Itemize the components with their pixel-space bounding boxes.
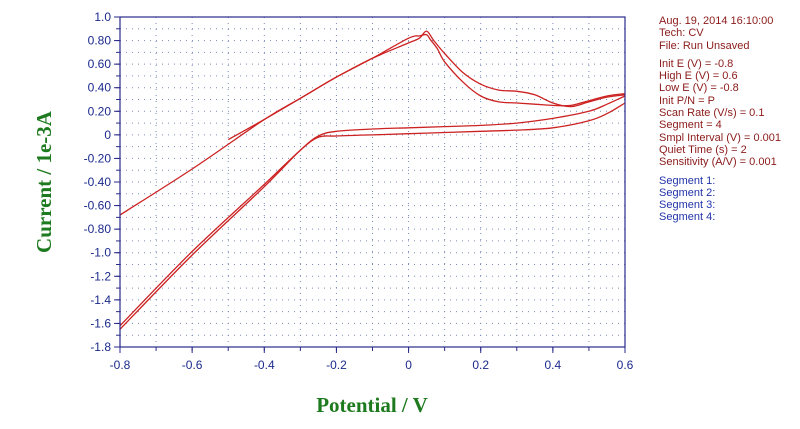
- y-tick-label: 0: [104, 128, 111, 142]
- parameter-line: High E (V) = 0.6: [659, 70, 738, 83]
- x-axis-ticks: -0.8 -0.6 -0.4 -0.2 0 0.2 0.4 0.6: [110, 347, 634, 372]
- experiment-info-panel: Aug. 19, 2014 16:10:00 Tech: CV File: Ru…: [659, 15, 781, 224]
- parameter-line: Segment = 4: [659, 119, 722, 132]
- tech-text: Tech: CV: [659, 27, 704, 40]
- parameter-line: Smpl Interval (V) = 0.001: [659, 131, 781, 144]
- parameter-line: Low E (V) = -0.8: [659, 82, 739, 95]
- y-tick-label: -0.80: [84, 222, 112, 236]
- x-tick-label: -0.6: [182, 358, 203, 372]
- y-tick-label: 0.80: [88, 34, 112, 48]
- y-axis-ticks: 1.0 0.80 0.60 0.40 0.20 0 -0.20 -0.40 -0.60 -0.80…: [84, 10, 120, 354]
- data-series: [119, 30, 626, 330]
- y-tick-label: -1.4: [90, 293, 111, 307]
- y-tick-label: -1.6: [90, 316, 111, 330]
- parameter-line: Scan Rate (V/s) = 0.1: [659, 107, 765, 120]
- cv-segment-line-4: [227, 33, 626, 141]
- parameter-line: Init P/N = P: [659, 94, 715, 107]
- y-tick-label: -0.40: [84, 175, 112, 189]
- x-tick-label: 0: [405, 358, 412, 372]
- y-tick-label: -1.0: [90, 246, 111, 260]
- parameter-line: Quiet Time (s) = 2: [659, 143, 747, 156]
- y-tick-label: 0.60: [88, 57, 112, 71]
- grid-lines: [120, 17, 625, 347]
- y-tick-label: 1.0: [94, 10, 111, 24]
- y-tick-label: -0.60: [84, 199, 112, 213]
- file-text: File: Run Unsaved: [659, 39, 750, 52]
- parameter-line: Init E (V) = -0.8: [659, 57, 734, 70]
- y-tick-label: -1.2: [90, 269, 111, 283]
- x-tick-label: -0.4: [254, 358, 275, 372]
- segment-list: Segment 1: Segment 2: Segment 3: Segment…: [659, 175, 781, 224]
- x-tick-label: 0.2: [472, 358, 489, 372]
- y-tick-label: 0.40: [88, 81, 112, 95]
- cv-segment-line-3: [119, 95, 626, 330]
- x-tick-label: 0.4: [545, 358, 562, 372]
- plot-frame: [119, 16, 626, 348]
- segment-line: Segment 1:: [659, 174, 716, 187]
- y-tick-label: -1.8: [90, 340, 111, 354]
- date-time-text: Aug. 19, 2014 16:10:00: [659, 15, 774, 27]
- y-tick-label: 0.20: [88, 104, 112, 118]
- y-axis-title: Current / 1e-3A: [32, 110, 56, 253]
- parameter-line: Sensitivity (A/V) = 0.001: [659, 156, 777, 169]
- segment-line: Segment 4:: [659, 211, 716, 224]
- x-tick-label: 0.6: [617, 358, 634, 372]
- parameter-list: Init E (V) = -0.8 High E (V) = 0.6 Low E…: [659, 58, 781, 169]
- cv-segment-line-1: [119, 102, 626, 327]
- segment-line: Segment 3:: [659, 199, 716, 212]
- x-tick-label: -0.2: [326, 358, 347, 372]
- segment-line: Segment 2:: [659, 186, 716, 199]
- x-tick-label: -0.8: [110, 358, 131, 372]
- y-tick-label: -0.20: [84, 151, 112, 165]
- x-axis-title: Potential / V: [316, 393, 428, 417]
